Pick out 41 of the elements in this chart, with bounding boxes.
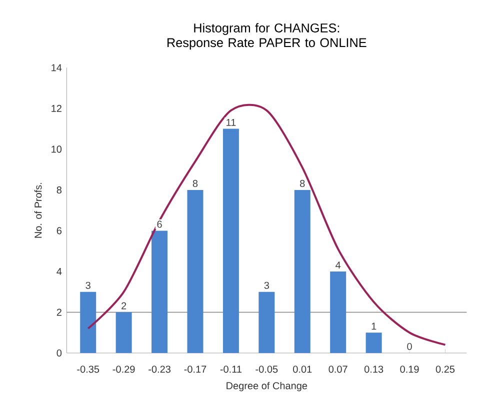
x-tick-label: -0.11 [220,366,242,373]
bar [258,292,275,353]
x-tick-label: 0.13 [364,366,384,373]
bar [152,230,168,353]
y-axis-title: No. of Profs. [34,182,42,238]
data-label: 2 [122,302,126,310]
x-tick-label: -0.29 [112,366,135,373]
bar [330,271,346,353]
x-tick-label: -0.17 [184,366,206,373]
data-label: 8 [192,180,198,188]
bar [222,128,239,353]
x-tick-label: -0.35 [77,366,100,373]
data-label: 3 [86,282,90,289]
y-tick-label: 10 [52,146,62,153]
x-tick-label: -0.23 [148,366,170,373]
bar [366,332,382,353]
y-tick-label: 2 [56,308,62,316]
y-tick-label: 8 [56,186,62,194]
x-tick-label: 0.01 [293,366,312,373]
x-tick-label: -0.05 [256,366,278,373]
y-tick-label: 12 [52,104,62,112]
y-tick-label: 0 [56,349,62,357]
y-tick-label: 6 [56,227,62,234]
chart-title: Histogram for CHANGES: Response Rate PAPER to ONLINE [168,23,366,50]
data-label: 4 [336,262,341,269]
data-label: 8 [300,180,305,188]
data-label: 11 [226,118,236,126]
x-tick-label: 0.25 [436,366,455,373]
data-label: 3 [264,282,270,289]
bar [80,292,96,353]
data-label: 0 [407,342,412,350]
y-tick-label: 14 [52,64,62,72]
bar [294,190,310,353]
data-label: 1 [372,322,376,330]
x-tick-label: 0.07 [328,366,348,373]
x-axis-title: Degree of Change [226,382,308,392]
bar [116,312,132,353]
x-tick-label: 0.19 [400,366,419,373]
bar [187,190,204,353]
data-label: 6 [157,220,162,228]
y-tick-label: 4 [56,268,62,275]
